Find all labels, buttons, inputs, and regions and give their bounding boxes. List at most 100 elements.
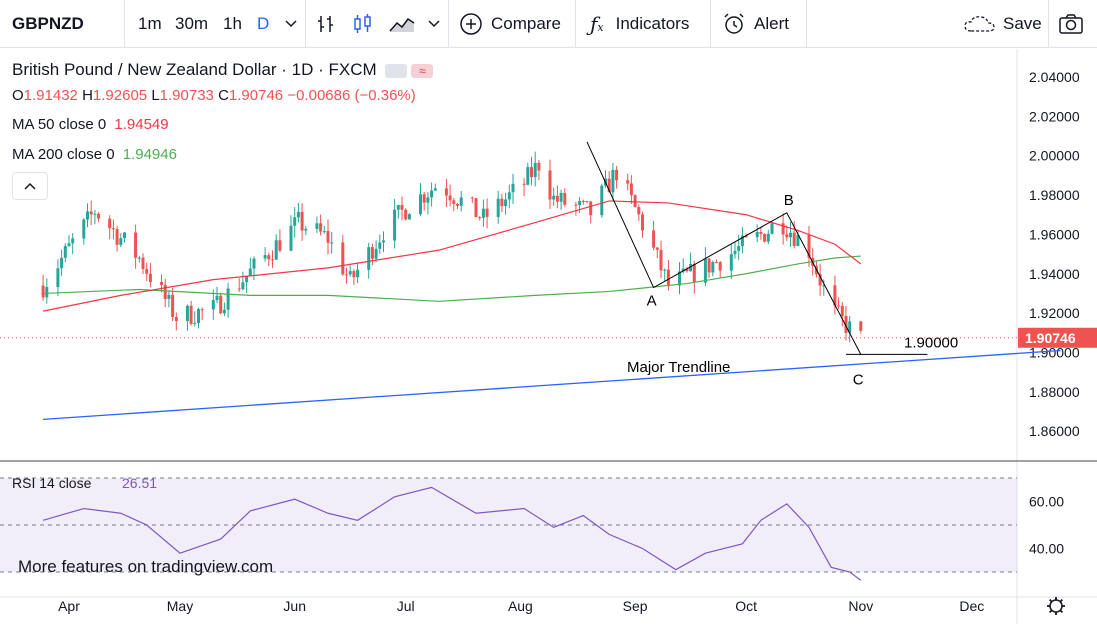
toolbar-divider <box>1048 0 1049 48</box>
candle-body <box>237 288 241 290</box>
chart-area[interactable]: 2.04000 2.02000 2.00000 1.98000 1.96000 1.940… <box>0 49 1097 624</box>
ma50-line[interactable] <box>42 200 862 312</box>
wave-pill-icon[interactable]: ≈ <box>411 63 434 78</box>
open-value: 1.91432 <box>23 87 78 104</box>
candle-body <box>148 273 152 283</box>
high-label: H <box>82 87 93 104</box>
price-tick-label: 1.96000 <box>1029 226 1080 242</box>
major-trendline[interactable] <box>43 349 1061 420</box>
candle-body <box>241 282 245 290</box>
candle-body <box>641 214 644 231</box>
candle-body <box>274 240 278 260</box>
candle-body <box>837 305 841 307</box>
candle-body <box>271 259 274 261</box>
candle-body <box>341 242 345 275</box>
candle-body <box>404 209 408 220</box>
candle-body <box>137 257 141 259</box>
candles-icon[interactable] <box>352 0 374 48</box>
candle-body <box>707 258 711 273</box>
candle-body <box>474 198 478 218</box>
save-button[interactable]: Save <box>963 0 1042 48</box>
candle-body <box>407 214 411 220</box>
toolbar-divider <box>710 0 711 48</box>
interval-dropdown-icon[interactable] <box>285 0 297 48</box>
candle-body <box>174 317 178 322</box>
label-a: A <box>647 293 657 310</box>
top-toolbar: GBPNZD 1m 30m 1h D Compare ƒx Indicators… <box>0 0 1097 48</box>
toolbar-divider <box>575 0 576 48</box>
candle-body <box>600 185 604 216</box>
close-value: 1.90746 <box>228 87 284 104</box>
candle-body <box>322 231 326 233</box>
candle-body <box>459 197 463 206</box>
candle-body <box>67 243 71 247</box>
candle-body <box>219 295 223 314</box>
ma50-value: 1.94549 <box>114 116 169 133</box>
candle-body <box>145 269 149 274</box>
chart-type-dropdown-icon[interactable] <box>428 0 440 48</box>
candle-body <box>822 285 826 287</box>
candle-body <box>374 248 378 259</box>
candle-body <box>766 233 770 242</box>
area-chart-icon[interactable] <box>388 0 416 48</box>
interval-d[interactable]: D <box>257 14 270 33</box>
symbol-search[interactable]: GBPNZD <box>12 14 84 33</box>
candle-body <box>685 268 689 272</box>
ohlc-legend: O1.91432 H1.92605 L1.90733 C1.90746 −0.0… <box>12 87 416 104</box>
candle-body <box>97 213 101 219</box>
candle-body <box>659 249 663 271</box>
candle-body <box>563 192 567 205</box>
price-tick-label: 1.92000 <box>1029 305 1080 321</box>
candle-body <box>171 294 175 318</box>
interval-30m[interactable]: 30m <box>175 14 209 33</box>
visibility-pill-icon[interactable] <box>385 63 408 78</box>
candle-body <box>426 197 430 203</box>
candle-body <box>578 201 582 206</box>
time-axis-label: May <box>167 598 193 614</box>
candle-body <box>763 233 767 242</box>
change-value: −0.00686 (−0.36%) <box>287 87 416 104</box>
alert-button[interactable]: Alert <box>722 0 789 48</box>
candle-body <box>222 309 226 314</box>
candle-body <box>185 305 189 322</box>
candle-body <box>400 205 404 210</box>
candle-body <box>348 271 352 275</box>
abc-pattern-line[interactable] <box>586 141 862 355</box>
candle-body <box>382 240 385 243</box>
candle-body <box>574 204 578 206</box>
time-axis-label: Jul <box>397 598 415 614</box>
compare-button[interactable]: Compare <box>459 0 561 48</box>
settings-gear-icon[interactable] <box>1047 597 1065 615</box>
candle-body <box>818 274 822 286</box>
interval-1h[interactable]: 1h <box>223 14 242 33</box>
candle-body <box>63 246 67 258</box>
candle-body <box>663 269 667 271</box>
rsi-line[interactable] <box>42 486 862 581</box>
candle-body <box>160 282 163 285</box>
candle-body <box>167 294 171 299</box>
label-c: C <box>853 371 864 388</box>
cloud-icon <box>964 16 995 32</box>
candle-body <box>715 262 718 264</box>
candle-body <box>652 230 656 248</box>
time-axis-label: Nov <box>848 598 873 614</box>
price-chart-svg[interactable]: 2.04000 2.02000 2.00000 1.98000 1.96000 1.940… <box>0 49 1097 624</box>
ma200-value: 1.94946 <box>122 146 177 163</box>
collapse-legend-button[interactable] <box>12 172 48 200</box>
ma200-line[interactable] <box>43 255 861 302</box>
candle-body <box>507 192 511 200</box>
interval-1m[interactable]: 1m <box>138 14 162 33</box>
bar-chart-icon[interactable] <box>315 0 337 48</box>
candle-body <box>352 271 356 278</box>
candle-body <box>82 219 86 239</box>
candle-body <box>330 242 334 244</box>
indicators-button[interactable]: ƒx Indicators <box>590 0 689 48</box>
candle-body <box>315 223 319 229</box>
candle-body <box>678 271 681 286</box>
candle-body <box>615 169 619 181</box>
camera-icon[interactable] <box>1058 0 1084 48</box>
candle-body <box>86 211 89 220</box>
plus-circle-icon <box>460 13 482 35</box>
candle-body <box>326 231 330 243</box>
rsi-value: 26.51 <box>122 475 157 491</box>
